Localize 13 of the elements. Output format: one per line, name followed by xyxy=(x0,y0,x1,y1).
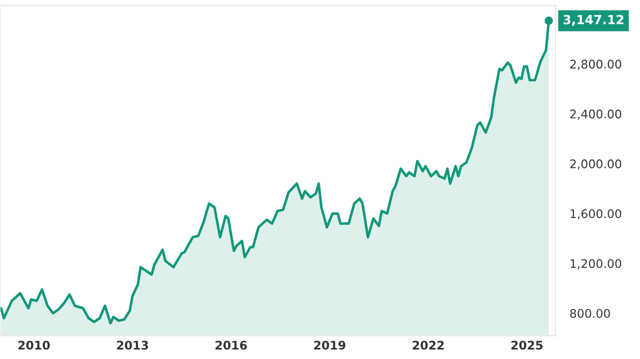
data-label: 3,147.12 xyxy=(563,14,624,26)
x-tick-label: 2019 xyxy=(314,340,346,350)
y-tick-label: 2,800.00 xyxy=(570,60,622,70)
x-tick-label: 2013 xyxy=(117,340,148,350)
y-tick-label: 1,600.00 xyxy=(570,209,622,220)
y-tick-label: 2,400.00 xyxy=(570,110,622,120)
y-tick-label: 1,200.00 xyxy=(570,259,622,270)
y-tick-label: 2,000.00 xyxy=(570,159,622,170)
x-tick-label: 2010 xyxy=(18,340,50,350)
x-tick-label: 2025 xyxy=(511,340,543,350)
x-tick-label: 2022 xyxy=(412,340,444,350)
y-tick-label: 800.00 xyxy=(570,308,610,318)
x-tick-label: 2016 xyxy=(216,340,247,350)
